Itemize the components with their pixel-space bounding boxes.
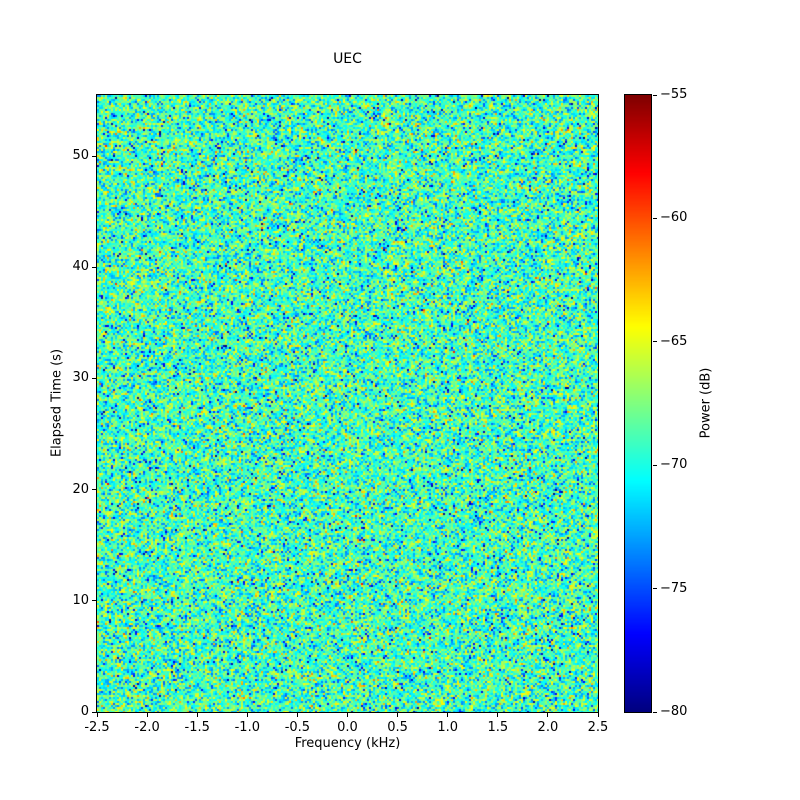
x-tick-mark — [597, 713, 599, 717]
y-tick-label: 0 — [80, 704, 89, 719]
x-tick-label: -2.5 — [84, 720, 110, 735]
x-tick-label: 2.5 — [587, 720, 609, 735]
y-tick-label: 10 — [72, 592, 89, 608]
y-tick-mark — [92, 600, 96, 602]
x-tick-mark — [497, 713, 499, 717]
x-tick-mark — [296, 713, 298, 717]
y-tick-mark — [92, 711, 96, 713]
x-tick-mark — [347, 713, 348, 717]
chart-title: UEC — [333, 51, 362, 67]
x-tick-label: -1.0 — [234, 720, 260, 735]
colorbar-tick-mark — [653, 588, 657, 590]
x-tick-mark — [246, 713, 248, 717]
spectrogram-heatmap — [97, 95, 598, 712]
y-tick-mark — [92, 155, 96, 157]
y-tick-label: 30 — [72, 370, 89, 386]
x-tick-label: 1.0 — [437, 720, 459, 735]
x-tick-mark — [397, 713, 399, 717]
y-tick-mark — [92, 266, 96, 268]
colorbar-tick-mark — [653, 341, 657, 343]
colorbar-tick-mark — [653, 217, 657, 219]
y-tick-label: 20 — [72, 481, 89, 497]
colorbar-tick-label: −70 — [660, 457, 688, 473]
x-tick-mark — [196, 713, 198, 717]
y-tick-label: 50 — [72, 148, 89, 164]
x-tick-label: 2.0 — [537, 720, 559, 735]
colorbar-tick-mark — [653, 711, 657, 713]
x-tick-label: -1.5 — [184, 720, 210, 735]
colorbar-tick-label: −55 — [660, 87, 688, 102]
colorbar-tick-label: −60 — [660, 210, 688, 226]
x-tick-mark — [96, 713, 98, 717]
colorbar-tick-label: −65 — [660, 333, 688, 349]
colorbar-label: Power (dB) — [698, 367, 714, 439]
colorbar-tick-mark — [653, 464, 657, 466]
x-tick-mark — [547, 713, 549, 717]
x-tick-label: 0.5 — [387, 720, 408, 735]
y-axis-label: Elapsed Time (s) — [49, 348, 65, 458]
x-tick-mark — [447, 713, 449, 717]
x-tick-label: -0.5 — [284, 720, 311, 735]
y-tick-mark — [92, 377, 96, 379]
y-tick-mark — [92, 489, 96, 491]
colorbar — [624, 94, 652, 713]
colorbar-tick-label: −80 — [660, 704, 688, 719]
x-tick-mark — [146, 713, 148, 717]
x-axis-label: Frequency (kHz) — [294, 736, 401, 751]
colorbar-gradient — [625, 95, 651, 712]
x-tick-label: 1.5 — [487, 720, 509, 735]
colorbar-tick-mark — [653, 94, 657, 96]
plot-area — [96, 94, 599, 713]
x-tick-label: 0.0 — [337, 720, 358, 735]
x-tick-label: -2.0 — [134, 720, 160, 735]
colorbar-tick-label: −75 — [660, 580, 688, 596]
y-tick-label: 40 — [72, 259, 89, 275]
